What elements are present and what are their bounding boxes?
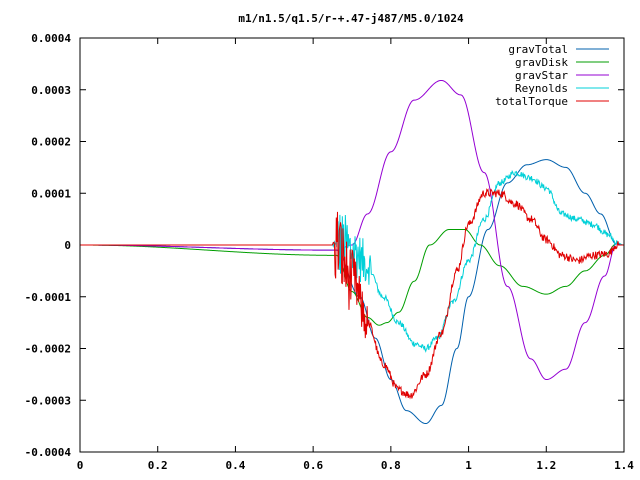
y-tick-label: 0.0002 [31, 136, 71, 149]
y-tick-label: 0 [64, 239, 71, 252]
x-tick-label: 0 [77, 459, 84, 472]
y-tick-label: 0.0001 [31, 187, 71, 200]
y-tick-label: 0.0004 [31, 32, 71, 45]
legend-label: totalTorque [495, 95, 568, 108]
y-tick-label: -0.0001 [25, 291, 72, 304]
x-tick-label: 0.8 [381, 459, 401, 472]
y-tick-label: -0.0003 [25, 394, 71, 407]
legend-label: gravStar [515, 69, 568, 82]
legend-label: Reynolds [515, 82, 568, 95]
legend-label: gravTotal [508, 43, 568, 56]
x-tick-label: 1.2 [536, 459, 556, 472]
x-tick-label: 1.4 [614, 459, 634, 472]
series-line-gravDisk [80, 228, 625, 326]
plot-frame [79, 37, 625, 453]
chart-title: m1/n1.5/q1.5/r-+.47-j487/M5.0/1024 [238, 12, 464, 25]
legend: gravTotalgravDiskgravStarReynoldstotalTo… [495, 43, 609, 108]
x-tick-label: 1 [465, 459, 472, 472]
x-tick-label: 0.2 [148, 459, 168, 472]
series-line-gravStar [80, 79, 625, 381]
x-tick-label: 0.4 [225, 459, 245, 472]
y-tick-label: 0.0003 [31, 84, 71, 97]
x-tick-label: 0.6 [303, 459, 323, 472]
series-line-totalTorque [80, 187, 624, 400]
legend-label: gravDisk [515, 56, 568, 69]
y-tick-label: -0.0004 [25, 446, 72, 459]
y-tick-label: -0.0002 [25, 343, 71, 356]
